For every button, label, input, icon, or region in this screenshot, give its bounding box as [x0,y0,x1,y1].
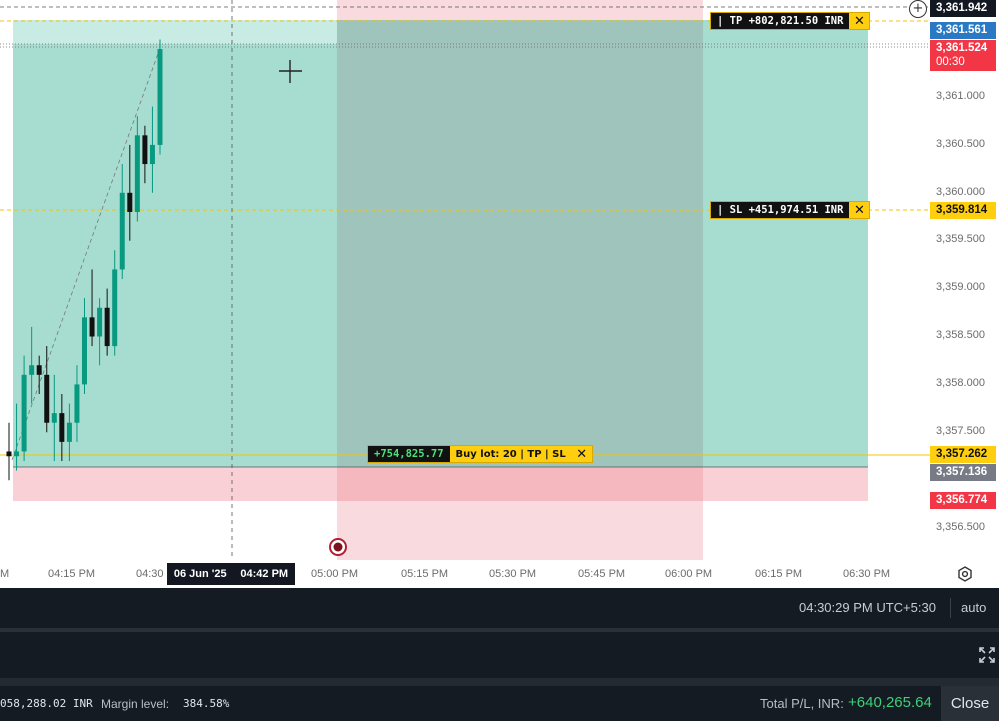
time-tick: 05:30 PM [489,568,537,580]
price-tick: 3,359.000 [936,281,985,293]
candle-body [66,422,72,442]
cursor-cross-icon [279,60,302,83]
candles-group [6,39,163,481]
price-label-ask: 3,361.561 [930,22,996,39]
price-tick: 3,359.500 [936,233,985,245]
price-tick: 3,358.500 [936,329,985,341]
price-label-bid: 3,361.524 [930,40,996,57]
price-tick: 3,356.500 [936,521,985,533]
candle-body [44,374,50,423]
candle-body [29,365,35,375]
balance-value: 058,288.02 INR [0,697,93,710]
position-label[interactable]: +754,825.77 Buy lot: 20 | TP | SL ✕ [367,445,593,463]
margin-value: 384.58% [183,697,230,710]
time-tick: 05:15 PM [401,568,449,580]
divider [0,628,999,632]
auto-scale-button[interactable]: auto [961,600,987,615]
price-label-sl: 3,359.814 [930,202,996,219]
tp-order-label[interactable]: | TP +802,821.50 INR ✕ [710,12,871,30]
price-tick: 3,360.500 [936,138,985,150]
candle-body [119,192,125,270]
time-tick: 06:00 PM [665,568,713,580]
add-price-icon[interactable]: + [909,0,927,18]
sl-order-text: | SL +451,974.51 INR [711,202,850,218]
tp-order-text: | TP +802,821.50 INR [711,13,850,29]
time-tick: 05:45 PM [578,568,626,580]
price-tick: 3,357.500 [936,425,985,437]
event-marker-icon[interactable] [329,538,347,556]
clock-readout: 04:30:29 PM UTC+5:30 [799,600,936,615]
divider [0,678,999,686]
time-tick: 05:00 PM [311,568,359,580]
trend-line [11,47,161,461]
candle-body [97,307,103,337]
chart-status-bar: 04:30:29 PM UTC+5:30 auto [0,588,999,628]
candle-body [59,413,65,442]
tp-zone-top [13,20,337,44]
candle-body [104,307,110,347]
candle-body [127,192,133,212]
candle-body [6,451,12,457]
total-pl-value: +640,265.64 [848,694,932,711]
time-tick: 06:30 PM [843,568,891,580]
candle-body [142,135,148,165]
price-axis[interactable]: + 3,361.942 3,361.561 3,361.524 00:30 3,… [909,0,999,560]
time-range-sl [337,467,703,501]
candle-body [112,269,118,347]
chart-canvas[interactable] [0,0,930,560]
chart-area[interactable]: | TP +802,821.50 INR ✕ | SL +451,974.51 … [0,0,930,560]
price-tick: 3,358.000 [936,377,985,389]
sl-order-label[interactable]: | SL +451,974.51 INR ✕ [710,201,871,219]
candle-body [82,317,87,385]
expand-icon[interactable] [978,646,996,664]
time-range-overlay [337,20,703,467]
time-tick: 06:15 PM [755,568,803,580]
time-cursor-label: 06 Jun '25 04:42 PM [167,563,295,585]
panel-bar [0,632,999,678]
position-text: Buy lot: 20 | TP | SL [455,448,566,460]
price-label-top: 3,361.942 [930,0,996,17]
close-all-button[interactable]: Close [941,686,999,721]
position-pl: +754,825.77 [368,446,450,462]
time-tick: 04:30 [136,568,164,580]
candle-body [149,144,155,165]
margin-label: Margin level: [101,697,170,711]
settings-gear-icon[interactable] [957,566,973,582]
time-cursor-time: 04:42 PM [240,568,289,580]
position-close-icon[interactable]: ✕ [576,446,588,462]
status-divider [950,598,951,618]
price-label-red: 3,356.774 [930,492,996,509]
candle-body [36,365,42,375]
tp-close-icon[interactable]: ✕ [853,13,865,29]
countdown-label: 00:30 [930,54,996,71]
candle-body [74,384,80,423]
time-tick: M [0,568,10,580]
candle-body [14,451,20,457]
time-tick: 04:15 PM [48,568,96,580]
candle-body [21,374,27,452]
price-tick: 3,360.000 [936,186,985,198]
price-label-current: 3,357.136 [930,464,996,481]
candle-body [157,49,163,145]
candle-body [134,135,140,212]
price-tick: 3,361.000 [936,90,985,102]
account-footer: 058,288.02 INR Margin level: 384.58% Tot… [0,686,999,721]
time-cursor-date: 06 Jun '25 [173,568,227,580]
candle-body [89,317,95,337]
sl-close-icon[interactable]: ✕ [853,202,865,218]
price-label-entry: 3,357.262 [930,446,996,463]
time-axis[interactable]: M 04:15 PM 04:30 06 Jun '25 04:42 PM 05:… [0,560,999,588]
total-pl-label: Total P/L, INR: [760,696,844,711]
candle-body [51,413,57,423]
